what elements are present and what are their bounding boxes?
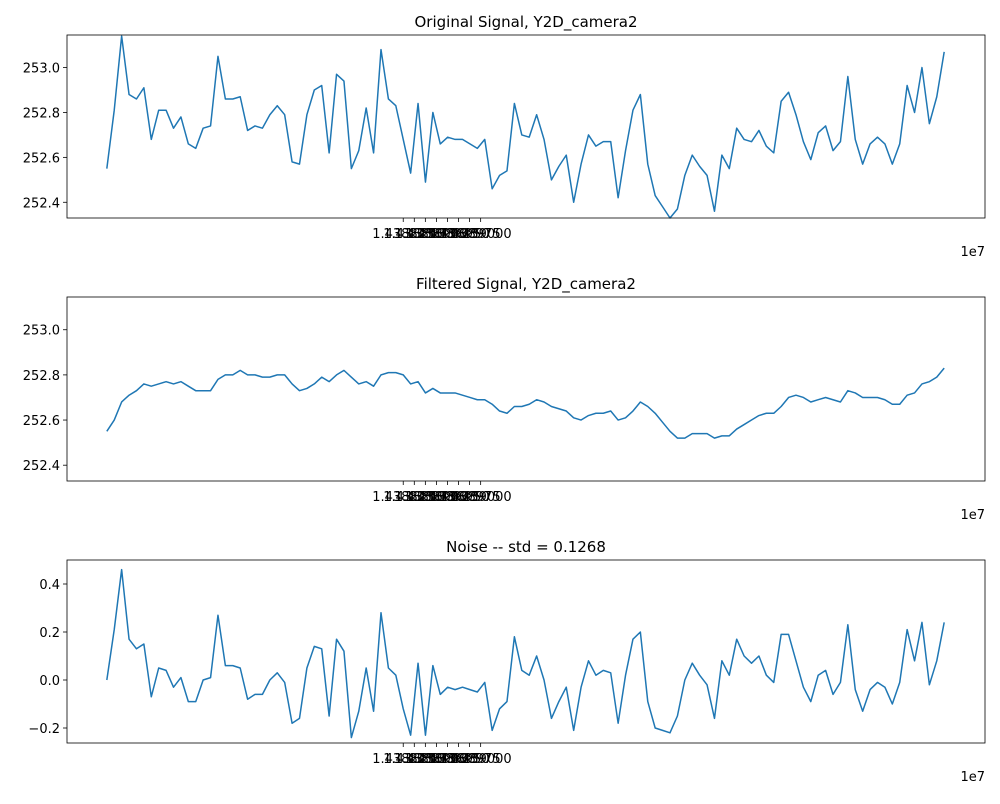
x-tick-label: 1.438850 bbox=[383, 490, 445, 505]
x-tick-label: 1.439000 bbox=[450, 227, 512, 242]
y-tick-label: 0.0 bbox=[39, 674, 60, 689]
y-tick-label: −0.2 bbox=[28, 722, 60, 737]
x-tick-label: 1.438975 bbox=[439, 752, 501, 767]
y-tick-label: 253.0 bbox=[23, 324, 60, 339]
y-tick-label: 252.6 bbox=[23, 414, 60, 429]
x-tick-label: 1.438875 bbox=[394, 227, 456, 242]
x-tick-label: 1.438950 bbox=[428, 752, 490, 767]
x-tick-label: 1.438825 bbox=[372, 490, 434, 505]
y-tick-label: 252.8 bbox=[23, 369, 60, 384]
x-tick-label: 1.438850 bbox=[383, 752, 445, 767]
x-tick-label: 1.439000 bbox=[450, 752, 512, 767]
y-tick-label: 0.4 bbox=[39, 578, 60, 593]
x-tick-label: 1.438925 bbox=[416, 227, 478, 242]
x-offset-label: 1e7 bbox=[960, 770, 985, 785]
x-tick-label: 1.438900 bbox=[405, 752, 467, 767]
y-tick-label: 253.0 bbox=[23, 62, 60, 77]
x-tick-label: 1.438900 bbox=[405, 227, 467, 242]
x-offset-label: 1e7 bbox=[960, 245, 985, 260]
y-tick-label: 252.4 bbox=[23, 196, 60, 211]
x-tick-label: 1.439000 bbox=[450, 490, 512, 505]
x-tick-label: 1.438825 bbox=[372, 752, 434, 767]
x-tick-label: 1.438875 bbox=[394, 490, 456, 505]
x-tick-label: 1.438900 bbox=[405, 490, 467, 505]
x-tick-label: 1.438950 bbox=[428, 490, 490, 505]
axes-frame bbox=[66, 296, 986, 482]
signal-line bbox=[106, 367, 945, 439]
x-tick-label: 1.438875 bbox=[394, 752, 456, 767]
chart-title: Noise -- std = 0.1268 bbox=[446, 538, 606, 556]
x-offset-label: 1e7 bbox=[960, 508, 985, 523]
x-tick-label: 1.438925 bbox=[416, 490, 478, 505]
x-tick-label: 1.438850 bbox=[383, 227, 445, 242]
chart-title: Original Signal, Y2D_camera2 bbox=[414, 13, 637, 32]
y-tick-label: 252.6 bbox=[23, 151, 60, 166]
signal-line bbox=[106, 35, 945, 219]
axes-frame bbox=[66, 34, 986, 219]
x-tick-label: 1.438825 bbox=[372, 227, 434, 242]
signal-line bbox=[106, 568, 945, 739]
x-tick-label: 1.438925 bbox=[416, 752, 478, 767]
chart-title: Filtered Signal, Y2D_camera2 bbox=[416, 275, 636, 294]
y-tick-label: 0.2 bbox=[39, 626, 60, 641]
y-tick-label: 252.8 bbox=[23, 106, 60, 121]
x-tick-label: 1.438975 bbox=[439, 490, 501, 505]
y-tick-label: 252.4 bbox=[23, 459, 60, 474]
x-tick-label: 1.438950 bbox=[428, 227, 490, 242]
axes-frame bbox=[66, 559, 986, 744]
x-tick-label: 1.438975 bbox=[439, 227, 501, 242]
